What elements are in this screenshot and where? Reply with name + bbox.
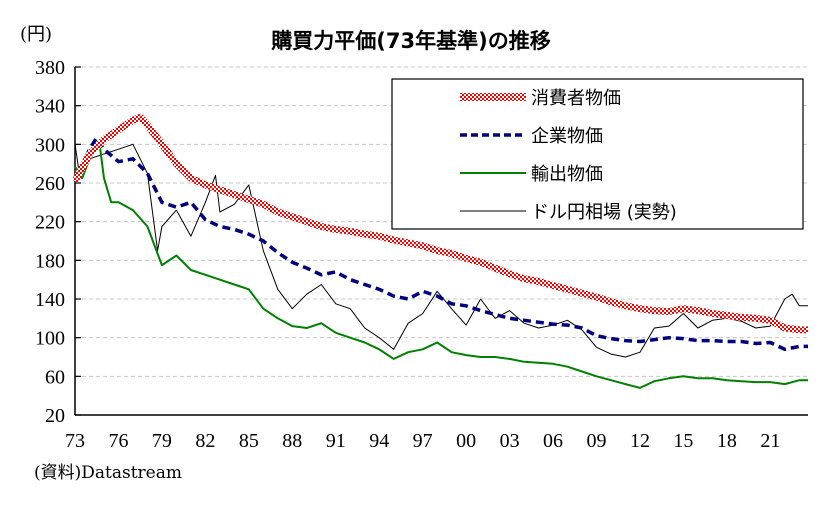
y-tick-label: 140 <box>35 289 65 311</box>
y-tick-label: 100 <box>35 328 65 350</box>
y-tick-label: 380 <box>35 57 65 79</box>
x-tick-label: 15 <box>673 430 693 452</box>
x-tick-label: 76 <box>108 430 128 452</box>
x-tick-label: 00 <box>456 430 476 452</box>
legend-label-export: 輸出物価 <box>531 164 603 185</box>
legend-swatch-cpi <box>460 93 526 101</box>
y-tick-label: 180 <box>35 250 65 272</box>
x-tick-label: 06 <box>543 430 563 452</box>
x-tick-label: 82 <box>195 430 215 452</box>
series-export <box>74 143 808 389</box>
x-tick-label: 09 <box>587 430 607 452</box>
y-tick-label: 300 <box>35 134 65 156</box>
x-tick-label: 73 <box>65 430 85 452</box>
legend: 消費者物価 企業物価 輸出物価 ドル円相場 (実勢) <box>391 78 804 230</box>
x-tick-label: 97 <box>413 430 433 452</box>
legend-box <box>391 78 804 230</box>
y-tick-label: 340 <box>35 96 65 118</box>
series-wpi <box>73 135 808 352</box>
chart-title: 購買力平価(73年基準)の推移 <box>270 29 550 53</box>
x-tick-label: 91 <box>326 430 346 452</box>
x-tick-label: 18 <box>717 430 737 452</box>
x-tick-label: 12 <box>630 430 650 452</box>
x-tick-label: 94 <box>369 430 389 452</box>
x-tick-label: 85 <box>239 430 259 452</box>
x-tick-label: 03 <box>500 430 520 452</box>
legend-label-usdjpy: ドル円相場 (実勢) <box>531 202 677 223</box>
y-axis-unit: (円) <box>20 24 52 45</box>
y-axis-ticks: 380 340 300 260 220 180 140 100 60 20 <box>35 57 81 427</box>
x-axis-ticks: 73 76 79 82 85 88 91 94 97 00 03 06 09 12 15 18 21 <box>65 430 780 452</box>
x-tick-label: 79 <box>152 430 172 452</box>
x-tick-label: 88 <box>282 430 302 452</box>
y-tick-label: 260 <box>35 173 65 195</box>
series-cpi <box>71 113 808 334</box>
y-tick-label: 220 <box>35 212 65 234</box>
x-tick-label: 21 <box>760 430 780 452</box>
source-note: (資料)Datastream <box>34 463 182 483</box>
y-tick-label: 20 <box>45 405 65 427</box>
y-tick-label: 60 <box>45 366 65 388</box>
legend-label-cpi: 消費者物価 <box>531 88 621 109</box>
series-group <box>71 113 808 389</box>
legend-label-wpi: 企業物価 <box>531 126 603 147</box>
series-usdjpy <box>74 143 808 358</box>
